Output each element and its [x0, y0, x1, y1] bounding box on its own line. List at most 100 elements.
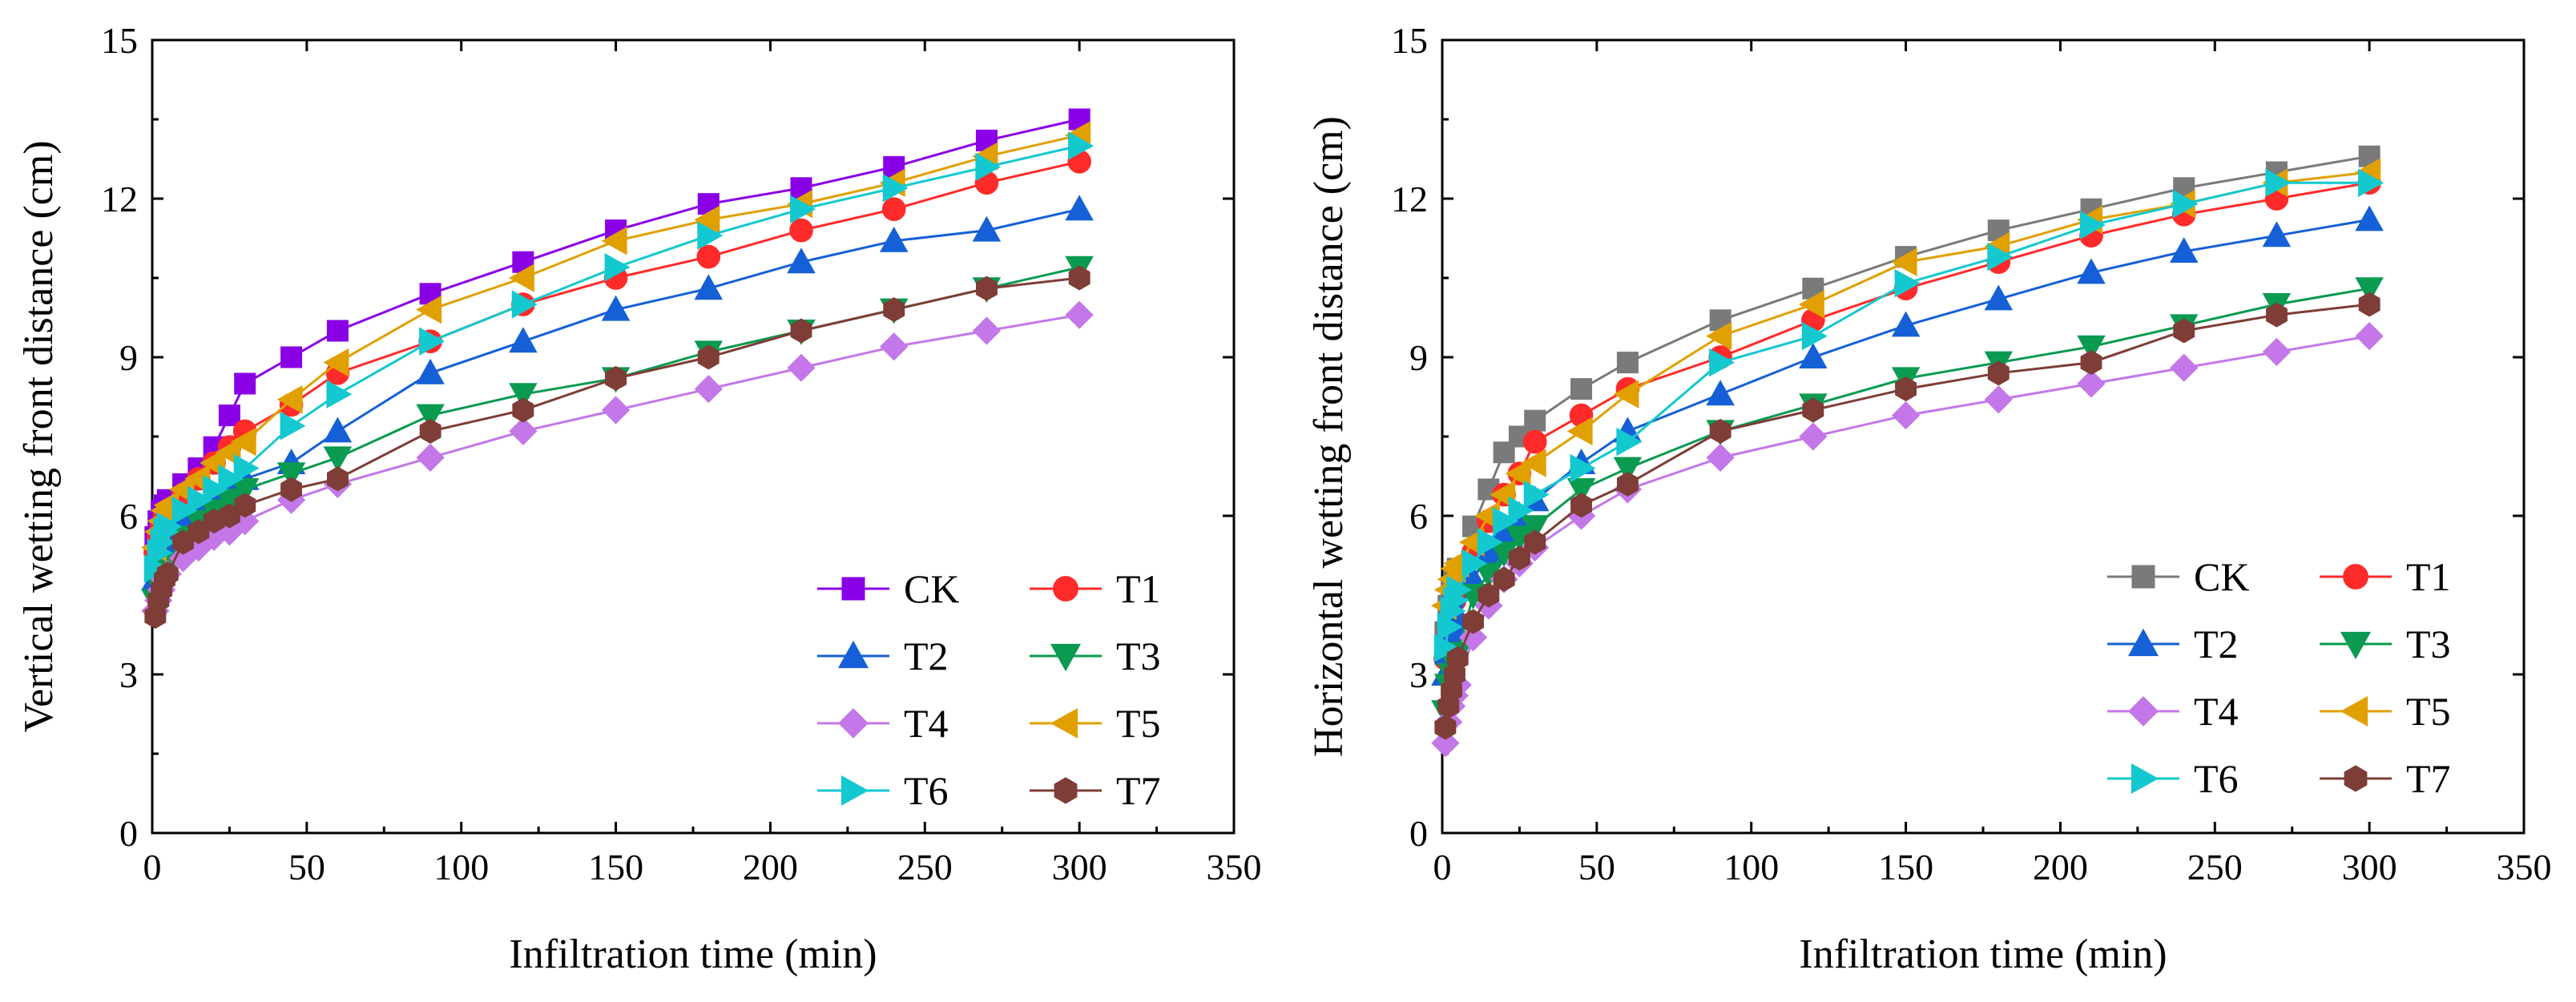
x-tick-label: 250: [897, 847, 953, 887]
data-point-T2: [879, 226, 909, 252]
y-tick-label: 15: [101, 20, 138, 61]
data-point-T2: [1984, 284, 2014, 311]
data-point-T1: [789, 218, 813, 243]
y-tick-label: 9: [119, 337, 138, 378]
legend-label: CK: [904, 566, 959, 611]
data-point-T4: [787, 353, 816, 382]
data-point-T2: [1891, 311, 1921, 337]
legend-item-T2: T2: [2107, 622, 2239, 666]
x-tick-label: 300: [1052, 847, 1107, 887]
x-tick-label: 150: [1878, 847, 1933, 887]
chart-panel-right: 0 50 100 150 200 250 300 350 0 3 6 9 12 15 Infiltratio…: [1306, 20, 2552, 977]
data-point-T7: [605, 365, 627, 391]
legend-marker: [1050, 707, 1078, 739]
data-point-T3: [1566, 478, 1596, 504]
y-tick-label: 9: [1409, 337, 1428, 378]
legend-label: T3: [2406, 622, 2451, 666]
data-point-T3: [2355, 277, 2384, 304]
data-point-T7: [1462, 609, 1484, 634]
data-point-T2: [787, 247, 816, 274]
data-point-CK: [419, 283, 441, 305]
data-point-T6: [882, 174, 909, 203]
data-point-T3: [230, 478, 260, 504]
data-point-T6: [2172, 189, 2199, 219]
data-point-T6: [975, 152, 1002, 182]
data-point-T2: [972, 215, 1002, 242]
data-point-T7: [1709, 418, 1731, 444]
data-point-T7: [1509, 545, 1530, 571]
series-T2: [141, 195, 1094, 591]
y-tick-label: 15: [1391, 20, 1428, 61]
legend-marker: [841, 577, 865, 601]
data-point-T4: [1431, 729, 1460, 758]
data-point-T6: [171, 496, 198, 525]
x-tick-label: 250: [2187, 847, 2243, 887]
data-point-T7: [2173, 318, 2195, 344]
legend-item-T2: T2: [817, 634, 949, 678]
data-point-T4: [1065, 300, 1094, 329]
legend-marker: [2127, 628, 2159, 657]
legend-marker: [838, 708, 869, 738]
data-point-T4: [1799, 422, 1828, 451]
legend-label: T5: [2406, 689, 2451, 734]
legend-item-T5: T5: [1030, 701, 1161, 746]
data-point-T7: [1068, 265, 1090, 291]
legend-marker: [2344, 765, 2368, 792]
data-point-T6: [1508, 496, 1534, 525]
data-point-T7: [1434, 714, 1457, 740]
data-point-T7: [790, 318, 812, 344]
data-point-T7: [280, 477, 302, 502]
series-T7: [1434, 292, 2380, 740]
data-point-CK: [1570, 378, 1593, 400]
data-point-T7: [1493, 566, 1515, 592]
legend-label: T5: [1116, 701, 1161, 746]
data-point-T6: [156, 512, 183, 541]
legend-label: CK: [2194, 554, 2249, 599]
data-point-T4: [1984, 385, 2013, 414]
data-point-T6: [326, 380, 353, 408]
legend-marker: [2131, 763, 2159, 795]
data-point-T6: [1493, 506, 1519, 536]
data-point-T7: [327, 466, 349, 492]
data-point-T2: [416, 358, 445, 384]
data-point-T6: [2358, 168, 2385, 197]
data-point-T6: [1987, 242, 2014, 272]
data-point-T1: [696, 244, 721, 269]
data-point-T5: [694, 205, 720, 235]
data-point-T7: [2358, 292, 2380, 317]
y-tick-label: 6: [119, 496, 138, 537]
y-tick-label: 12: [101, 179, 138, 219]
legend: CK T1 T2 T3 T4 T5 T6 T7: [817, 566, 1161, 813]
data-point-T2: [694, 274, 724, 300]
data-point-T5: [1520, 449, 1546, 477]
legend-label: T4: [904, 701, 949, 746]
x-tick-label: 50: [288, 847, 325, 887]
data-point-T2: [509, 327, 538, 353]
x-axis-title: Infiltration time (min): [509, 932, 877, 977]
data-point-T2: [323, 416, 353, 443]
legend-item-T4: T4: [817, 701, 949, 746]
series-T6: [143, 131, 1094, 583]
legend-marker: [2340, 631, 2372, 660]
y-tick-label: 12: [1391, 179, 1428, 219]
data-point-T7: [2266, 302, 2288, 328]
legend-label: T2: [904, 634, 949, 678]
data-point-T6: [419, 327, 445, 356]
data-point-T7: [234, 493, 256, 518]
legend-item-T1: T1: [1030, 566, 1161, 611]
chart-panel-left: 0 50 100 150 200 250 300 350 0 3 6 9 12 15 Infiltratio…: [16, 20, 1262, 977]
data-point-T5: [1706, 321, 1732, 351]
data-point-T4: [1458, 623, 1488, 652]
data-point-T7: [1477, 582, 1500, 608]
x-tick-label: 350: [1207, 847, 1262, 887]
data-point-T6: [2080, 211, 2106, 239]
legend-item-T7: T7: [2320, 756, 2451, 801]
legend-label: T3: [1116, 634, 1161, 678]
data-point-T6: [1433, 634, 1460, 662]
data-point-T7: [1895, 376, 1917, 402]
data-point-T6: [280, 412, 306, 441]
data-point-T4: [2355, 321, 2384, 351]
data-point-T4: [2170, 353, 2199, 382]
data-point-T5: [1613, 380, 1639, 408]
